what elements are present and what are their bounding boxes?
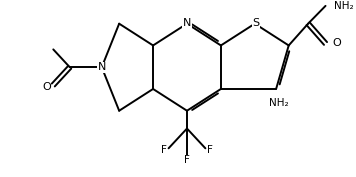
Text: S: S <box>252 18 259 28</box>
Text: F: F <box>207 145 213 155</box>
Text: F: F <box>161 145 167 155</box>
Text: N: N <box>98 62 106 72</box>
Text: O: O <box>332 38 341 48</box>
Text: N: N <box>183 18 191 28</box>
Text: F: F <box>184 155 190 165</box>
Text: O: O <box>42 82 51 92</box>
Text: NH₂: NH₂ <box>334 1 354 11</box>
Text: NH₂: NH₂ <box>269 98 289 108</box>
